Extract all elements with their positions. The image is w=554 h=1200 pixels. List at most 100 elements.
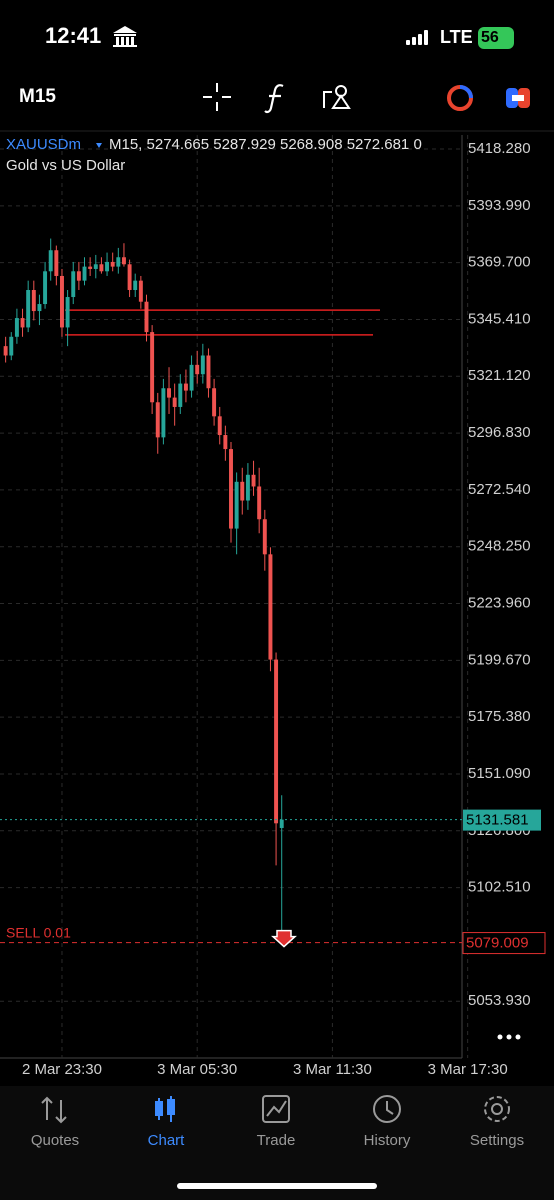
candle-body	[274, 659, 279, 824]
y-tick-label: 5345.410	[468, 310, 531, 327]
candle-body	[189, 364, 194, 391]
sell-arrow	[271, 929, 297, 948]
candle-body	[155, 402, 160, 438]
candle-body	[206, 355, 211, 389]
candle-body	[200, 355, 205, 375]
candle-body	[223, 435, 228, 450]
candle-body	[268, 554, 273, 660]
candle-body	[65, 297, 70, 328]
trade-button[interactable]	[506, 88, 530, 108]
indicators-button[interactable]	[264, 84, 284, 114]
y-tick-label: 5296.830	[468, 424, 531, 441]
y-tick-label: 5321.120	[468, 367, 531, 384]
tab-label[interactable]: Chart	[148, 1132, 186, 1149]
candle-body	[183, 383, 188, 391]
candle-body	[172, 397, 177, 407]
y-tick-label: 5248.250	[468, 538, 531, 555]
timeframe-button[interactable]: M15	[19, 86, 56, 107]
candle-body	[127, 264, 132, 291]
signals-button[interactable]	[447, 85, 473, 111]
y-tick-label: 5223.960	[468, 594, 531, 611]
ohlc-info: M15, 5274.665 5287.929 5268.908 5272.681…	[109, 136, 422, 153]
y-tick-label: 5199.670	[468, 651, 531, 668]
bank-icon	[113, 26, 137, 47]
candle-body	[150, 332, 155, 403]
y-tick-label: 5418.280	[468, 140, 531, 157]
chart: 5418.280 5393.990 5369.700 5345.410 5321.120…	[0, 135, 546, 1078]
candle-body	[240, 481, 245, 501]
candle-body	[133, 280, 138, 291]
symbol-description: Gold vs US Dollar	[6, 157, 125, 174]
candle-body	[217, 416, 222, 436]
y-tick-label: 5053.930	[468, 992, 531, 1009]
symbol[interactable]: XAUUSDm	[6, 136, 81, 153]
bid-label: 5131.581	[466, 812, 529, 829]
bid-label-box	[463, 809, 541, 831]
candle-body	[14, 318, 19, 337]
candle-body	[93, 264, 98, 269]
signal-icon	[406, 30, 428, 45]
candle-body	[60, 275, 64, 328]
candle-body	[116, 257, 121, 267]
candle-body	[88, 266, 93, 269]
candle-body	[99, 264, 104, 272]
battery	[478, 27, 514, 49]
network: LTE	[440, 27, 473, 47]
candle-body	[212, 388, 217, 417]
tab-label[interactable]: Quotes	[31, 1132, 79, 1149]
tab-label[interactable]: History	[364, 1132, 411, 1149]
tab-bar	[0, 1086, 554, 1200]
candle-body	[144, 301, 149, 333]
candle-body	[71, 271, 76, 298]
candle-body	[121, 257, 126, 265]
candle-body	[245, 474, 250, 501]
order-label: SELL 0.01	[6, 924, 71, 940]
more-button[interactable]	[497, 1034, 521, 1040]
x-tick-label: 2 Mar 23:30	[22, 1061, 102, 1078]
candle-body	[229, 449, 233, 529]
candle-body	[48, 250, 53, 272]
crosshair-button[interactable]	[203, 83, 231, 111]
tab-icons	[41, 1095, 510, 1124]
candle-body	[279, 819, 284, 828]
candle-body	[76, 271, 81, 281]
symbol-dropdown[interactable]	[96, 143, 102, 148]
candle-body	[262, 519, 267, 555]
candle-body	[138, 280, 143, 302]
tab-items: Quotes Chart Trade History Settings	[31, 1132, 524, 1149]
y-tick-label: 5272.540	[468, 481, 531, 498]
candle-body	[110, 261, 115, 267]
candle-body	[37, 304, 42, 312]
candle-body	[20, 318, 25, 328]
candle-body	[3, 346, 8, 356]
candle-body	[257, 486, 262, 520]
candle-body	[251, 474, 256, 487]
candle-body	[82, 266, 87, 281]
y-tick-label: 5393.990	[468, 197, 531, 214]
candle-body	[234, 481, 239, 529]
tab-label[interactable]: Trade	[257, 1132, 296, 1149]
candle-body	[54, 250, 59, 276]
x-tick-label: 3 Mar 05:30	[157, 1061, 237, 1078]
candle-body	[195, 364, 200, 375]
order-price-box	[462, 932, 546, 955]
order-price: 5079.009	[466, 935, 529, 952]
candle-body	[167, 388, 171, 398]
x-tick-label: 3 Mar 11:30	[293, 1061, 372, 1078]
clock: 12:41	[45, 23, 101, 48]
y-tick-label: 5175.380	[468, 708, 531, 725]
candle-body	[178, 383, 183, 407]
objects-button[interactable]	[323, 85, 351, 109]
candle-body	[26, 290, 31, 328]
home-indicator	[177, 1183, 377, 1189]
y-tick-label: 5151.090	[468, 765, 531, 782]
candle-body	[105, 261, 110, 272]
candle-body	[9, 336, 14, 356]
candle-body	[161, 388, 166, 438]
tab-label[interactable]: Settings	[470, 1132, 524, 1149]
candle-body	[43, 271, 48, 305]
y-tick-label: 5102.510	[468, 879, 531, 896]
x-tick-label: 3 Mar 17:30	[428, 1061, 508, 1078]
